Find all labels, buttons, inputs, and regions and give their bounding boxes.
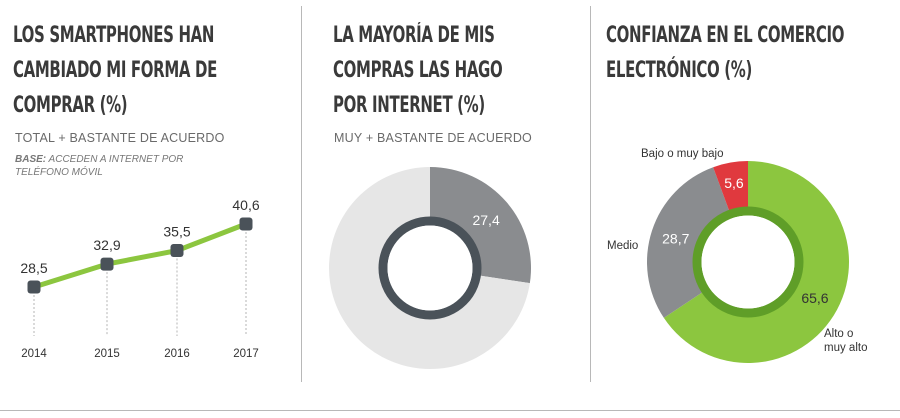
title-line: COMPRAS LAS HAGO xyxy=(333,58,503,83)
title-line: POR INTERNET (%) xyxy=(333,93,485,118)
data-point xyxy=(100,257,114,271)
x-tick-label: 2017 xyxy=(233,348,259,360)
inner-ring xyxy=(378,216,482,320)
title-line: COMPRAR (%) xyxy=(13,93,128,118)
series-line xyxy=(31,221,249,290)
divider xyxy=(301,6,302,382)
internet-purchases-donut: 27,4 xyxy=(329,167,531,370)
x-tick-label: 2014 xyxy=(21,348,47,360)
internet-purchases-panel: LA MAYORÍA DE MIS COMPRAS LAS HAGO POR I… xyxy=(303,0,590,385)
donut-hole xyxy=(701,215,795,309)
slice-value-label: 27,4 xyxy=(472,212,499,228)
x-tick-label: 2016 xyxy=(164,348,190,360)
slice-name-label: Bajo o muy bajo xyxy=(641,148,723,160)
title-line: CAMBIADO MI FORMA DE xyxy=(13,58,217,83)
data-point xyxy=(27,280,41,294)
smartphones-panel: LOS SMARTPHONES HAN CAMBIADO MI FORMA DE… xyxy=(0,0,300,385)
data-label: 35,5 xyxy=(163,224,190,240)
ecommerce-trust-panel: CONFIANZA EN EL COMERCIO ELECTRÓNICO (%)… xyxy=(592,0,900,385)
x-tick-label: 2015 xyxy=(94,348,120,360)
slice-value-label: 5,6 xyxy=(724,175,744,191)
smartphones-line-chart: 28,5 2014 32,9 2015 35,5 2016 40,6 2017 xyxy=(20,197,259,360)
slice-name-label: Alto o muy alto xyxy=(824,328,867,354)
base-label: BASE: xyxy=(15,154,47,165)
smartphones-subtitle: TOTAL + BASTANTE DE ACUERDO xyxy=(15,131,225,145)
pie-slice xyxy=(647,167,732,318)
title-line: ELECTRÓNICO (%) xyxy=(606,58,752,83)
pie-slice xyxy=(663,161,849,363)
pie-slice xyxy=(713,161,748,218)
label-line: Alto o xyxy=(824,328,853,340)
slice-value-label: 28,7 xyxy=(662,230,689,246)
data-label: 40,6 xyxy=(232,197,259,213)
data-point xyxy=(239,217,253,231)
title-line: LOS SMARTPHONES HAN xyxy=(13,23,215,48)
ecommerce-trust-title: CONFIANZA EN EL COMERCIO ELECTRÓNICO (%) xyxy=(606,18,844,88)
inner-ring xyxy=(692,206,804,318)
slice-value-label: 65,6 xyxy=(801,290,828,306)
title-line: LA MAYORÍA DE MIS xyxy=(333,23,495,48)
pie-slice xyxy=(329,167,530,370)
title-line: CONFIANZA EN EL COMERCIO xyxy=(606,23,845,48)
internet-purchases-subtitle: MUY + BASTANTE DE ACUERDO xyxy=(334,131,532,145)
base-note: BASE: ACCEDEN A INTERNET POR TELÉFONO MÓ… xyxy=(15,153,185,179)
divider xyxy=(590,6,591,382)
bottom-rule xyxy=(0,410,900,411)
donut-hole xyxy=(387,225,473,311)
internet-purchases-title: LA MAYORÍA DE MIS COMPRAS LAS HAGO POR I… xyxy=(333,18,503,123)
pie-slice xyxy=(430,167,531,284)
data-label: 32,9 xyxy=(93,237,120,253)
smartphones-title: LOS SMARTPHONES HAN CAMBIADO MI FORMA DE… xyxy=(13,18,217,123)
ecommerce-trust-donut: 65,6 28,7 5,6 Alto o muy alto Medio Bajo o muy… xyxy=(607,148,867,363)
data-label: 28,5 xyxy=(20,260,47,276)
data-point xyxy=(170,244,184,258)
base-text: ACCEDEN A INTERNET POR TELÉFONO MÓVIL xyxy=(15,154,184,178)
label-line: muy alto xyxy=(824,342,867,354)
slice-name-label: Medio xyxy=(607,240,638,252)
